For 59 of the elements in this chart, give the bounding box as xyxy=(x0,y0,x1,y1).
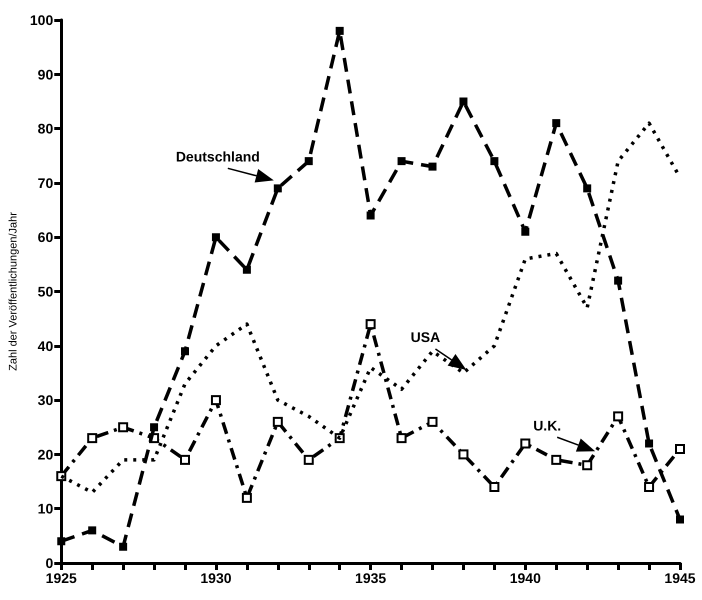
y-axis-title: Zahl der Veröffentlichungen/Jahr xyxy=(8,212,20,371)
point xyxy=(88,526,96,534)
point xyxy=(551,454,562,465)
y-tick-label: 90 xyxy=(38,66,54,82)
y-tick-label: 30 xyxy=(38,392,54,408)
point xyxy=(119,542,128,551)
point xyxy=(428,416,438,427)
point xyxy=(57,537,66,546)
point xyxy=(150,423,158,432)
point xyxy=(458,449,468,460)
point xyxy=(181,347,190,356)
point xyxy=(520,438,530,449)
point xyxy=(242,266,251,274)
point xyxy=(87,433,98,444)
point xyxy=(304,454,314,465)
point xyxy=(583,184,592,192)
x-tick-label: 1930 xyxy=(200,570,232,586)
point xyxy=(582,460,592,470)
point xyxy=(613,411,624,422)
y-tick-label: 0 xyxy=(45,555,54,571)
point xyxy=(521,228,530,236)
point xyxy=(459,97,468,106)
series-label: Deutschland xyxy=(176,148,260,164)
series-label: U.K. xyxy=(533,417,562,434)
point xyxy=(644,482,654,492)
y-tick-label: 50 xyxy=(38,284,54,300)
point xyxy=(180,454,190,465)
y-tick-label: 40 xyxy=(38,338,54,354)
point xyxy=(490,157,498,166)
point xyxy=(428,162,437,171)
y-tick-label: 20 xyxy=(38,446,54,462)
series-label: USA xyxy=(410,328,440,345)
x-tick-label: 1945 xyxy=(664,570,696,586)
point xyxy=(366,211,375,220)
y-tick-label: 80 xyxy=(38,120,54,137)
point xyxy=(210,395,221,406)
point xyxy=(552,119,560,128)
y-tick-label: 10 xyxy=(38,500,54,517)
point xyxy=(118,422,128,432)
point xyxy=(304,157,313,166)
x-tick-label: 1925 xyxy=(46,570,78,586)
point xyxy=(675,444,685,454)
point xyxy=(396,433,407,444)
point xyxy=(676,516,684,524)
point xyxy=(336,26,344,35)
point xyxy=(274,184,282,192)
point xyxy=(645,440,654,448)
point xyxy=(242,492,252,503)
point xyxy=(398,157,406,166)
point xyxy=(272,416,283,427)
y-tick-label: 100 xyxy=(30,12,54,28)
point xyxy=(614,276,622,285)
point xyxy=(489,482,500,492)
y-tick-label: 60 xyxy=(38,229,54,246)
x-tick-label: 1935 xyxy=(355,570,386,586)
point xyxy=(366,319,376,330)
x-tick-label: 1940 xyxy=(510,570,542,586)
point xyxy=(212,233,220,242)
y-tick-label: 70 xyxy=(38,174,54,191)
